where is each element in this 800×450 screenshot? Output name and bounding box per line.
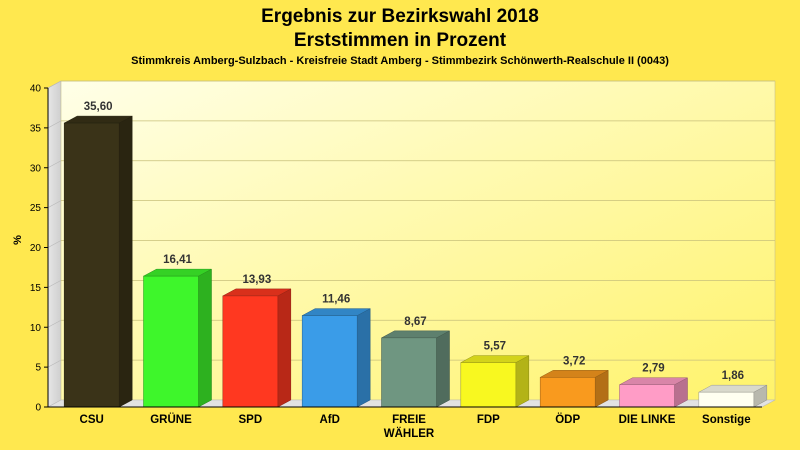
bar-value-label: 8,67 bbox=[404, 316, 426, 328]
bar-side bbox=[198, 268, 212, 408]
bar-side bbox=[277, 288, 292, 408]
y-tick-label: 35 bbox=[30, 123, 42, 134]
bar-1: 16,41 bbox=[143, 254, 212, 408]
bar-value-label: 3,72 bbox=[563, 355, 585, 367]
chart-title: Ergebnis zur Bezirkswahl 2018 bbox=[261, 6, 539, 27]
x-tick-label: DIE LINKE bbox=[619, 414, 676, 426]
chart-title-line2: Erststimmen in Prozent bbox=[294, 30, 507, 51]
x-tick-label: SPD bbox=[239, 414, 263, 426]
bar-4: 8,67 bbox=[381, 316, 450, 408]
x-tick-label: CSU bbox=[80, 414, 104, 426]
bar-front bbox=[539, 377, 596, 408]
bar-5: 5,57 bbox=[460, 341, 530, 408]
x-tick-label: AfD bbox=[319, 414, 339, 426]
bar-value-label: 35,60 bbox=[84, 101, 113, 113]
gridline-wall bbox=[47, 80, 62, 89]
bar-3: 11,46 bbox=[301, 294, 371, 408]
bar-2: 13,93 bbox=[222, 274, 292, 408]
bar-side bbox=[356, 308, 371, 408]
gridline-wall bbox=[47, 359, 62, 368]
bar-value-label: 13,93 bbox=[242, 274, 271, 286]
chart-subtitle: Stimmkreis Amberg-Sulzbach - Kreisfreie … bbox=[131, 55, 669, 67]
y-tick-label: 25 bbox=[30, 203, 42, 214]
y-tick-label: 40 bbox=[30, 84, 42, 95]
y-tick-label: 30 bbox=[30, 163, 42, 174]
bar-front bbox=[222, 295, 279, 408]
bar-front bbox=[460, 362, 517, 408]
bar-front bbox=[143, 275, 199, 408]
bar-front bbox=[698, 391, 755, 408]
y-axis-label: % bbox=[12, 235, 24, 245]
bar-side bbox=[515, 355, 530, 408]
y-tick-label: 5 bbox=[35, 363, 41, 374]
x-tick-label: Sonstige bbox=[702, 414, 751, 426]
bar-6: 3,72 bbox=[539, 355, 609, 408]
bar-side bbox=[436, 330, 450, 408]
bar-front bbox=[301, 315, 358, 408]
x-tick-label: ÖDP bbox=[555, 413, 580, 426]
bar-value-label: 11,46 bbox=[322, 294, 350, 306]
bar-front bbox=[63, 122, 120, 408]
gridline-wall bbox=[47, 240, 62, 248]
x-tick-label: WÄHLER bbox=[384, 427, 435, 440]
gridline-wall bbox=[47, 160, 62, 169]
x-tick-label: FDP bbox=[477, 414, 500, 426]
y-tick-label: 15 bbox=[30, 283, 42, 294]
bar-8: 1,86 bbox=[698, 370, 768, 408]
gridline-wall bbox=[47, 280, 62, 288]
gridline-wall bbox=[47, 120, 62, 129]
bar-value-label: 16,41 bbox=[163, 254, 192, 266]
x-tick-label: FREIE bbox=[392, 414, 426, 426]
gridline-wall bbox=[47, 319, 62, 328]
bar-0: 35,60 bbox=[63, 101, 133, 408]
y-tick-label: 20 bbox=[30, 243, 42, 254]
bars-group: 35,60 16,41 13,93 11,46 8,67 5,57 3,72 2,79 1,86 bbox=[63, 101, 768, 408]
gridline-wall bbox=[47, 200, 62, 208]
y-axis: 0 5 10 15 20 25 30 35 40 bbox=[30, 84, 49, 414]
x-tick-label: GRÜNE bbox=[150, 413, 192, 426]
bar-value-label: 1,86 bbox=[722, 370, 744, 382]
y-tick-label: 10 bbox=[30, 323, 42, 334]
y-tick-label: 0 bbox=[35, 403, 41, 414]
bar-value-label: 5,57 bbox=[484, 341, 506, 353]
bar-side bbox=[118, 115, 133, 408]
bar-front bbox=[381, 337, 437, 408]
bar-front bbox=[619, 384, 675, 408]
bar-value-label: 2,79 bbox=[642, 363, 664, 375]
